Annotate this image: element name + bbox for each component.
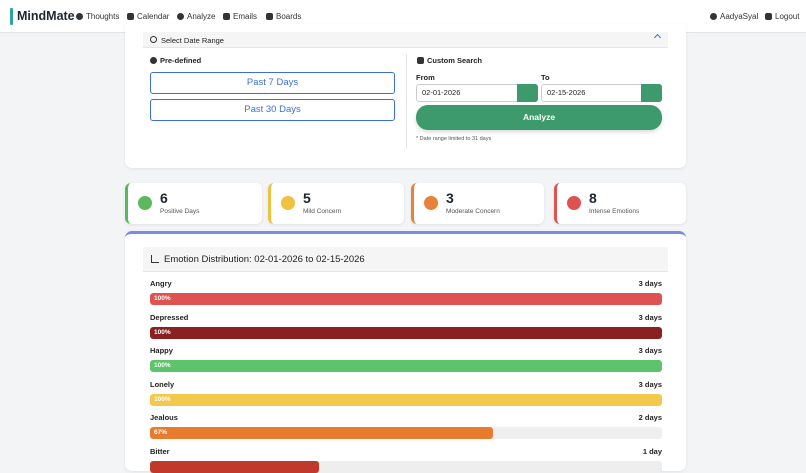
- stat-label: Mild Concern: [303, 208, 342, 215]
- emotion-days: 3 days: [638, 312, 662, 322]
- chevron: [653, 33, 662, 42]
- bar-track: 67%: [150, 427, 662, 439]
- brand[interactable]: MindMate: [17, 9, 75, 23]
- divider: [406, 54, 407, 149]
- nav-emails[interactable]: Emails: [223, 12, 257, 21]
- search-icon: [150, 36, 157, 43]
- emotion-bar: 100%: [150, 393, 662, 406]
- nav-label: Boards: [276, 12, 302, 21]
- bar-label: 100%: [154, 328, 171, 336]
- emotion-days: 3 days: [638, 346, 662, 355]
- stat-label: Moderate Concern: [446, 208, 500, 215]
- range-note: * Date range limited to 31 days: [416, 136, 492, 142]
- stat-value: 6: [160, 190, 168, 206]
- nav-thoughts[interactable]: Thoughts: [76, 12, 119, 21]
- label: Custom Search: [427, 56, 483, 65]
- emotion-name: Angry: [150, 279, 172, 288]
- nav-label: AadyaSyal: [720, 12, 759, 21]
- to-calendar[interactable]: [641, 84, 662, 102]
- nav-analyze[interactable]: Analyze: [177, 12, 215, 21]
- stat-icon: [281, 196, 295, 210]
- nav-user[interactable]: AadyaSyal: [710, 12, 758, 21]
- brand-bar: [10, 8, 13, 25]
- stat-card: 5 Mild Concern: [268, 183, 404, 224]
- to-input[interactable]: 02-15-2026: [541, 84, 662, 102]
- bar-label: 67%: [154, 429, 168, 436]
- emotion-bar: [150, 460, 319, 473]
- emotion-name: Depressed: [150, 312, 189, 322]
- custom-title: Custom Search: [417, 56, 482, 65]
- stat-icon: [567, 196, 581, 210]
- from-calendar[interactable]: [517, 84, 538, 102]
- bar-label: 100%: [154, 295, 171, 302]
- from-label: From: [416, 73, 435, 82]
- nav-calendar[interactable]: Calendar: [127, 12, 169, 21]
- stat-label: Positive Days: [160, 208, 200, 215]
- bar-label: 100%: [154, 362, 171, 369]
- stat-icon: [424, 196, 438, 210]
- stat-card: 6 Positive Days: [125, 183, 262, 224]
- emotion-bar: 100%: [150, 326, 662, 339]
- emotion-bar: 67%: [150, 427, 494, 439]
- emotion-name: Jealous: [150, 413, 178, 422]
- nav-label: Analyze: [187, 12, 216, 21]
- emotion-name: Happy: [150, 346, 173, 355]
- to-label: To: [541, 73, 550, 82]
- from-input[interactable]: 02-01-2026: [416, 84, 538, 102]
- emotion-name: Lonely: [150, 379, 175, 389]
- nav-label: Calendar: [137, 12, 170, 21]
- stat-label: Intense Emotions: [589, 208, 640, 215]
- nav-label: Emails: [233, 12, 258, 21]
- nav-label: Thoughts: [86, 12, 120, 21]
- bar-track: [150, 460, 662, 473]
- nav-boards[interactable]: Boards: [266, 12, 301, 21]
- emotion-days: 3 days: [638, 279, 662, 288]
- card-title: Select Date Range: [161, 36, 224, 45]
- label: Pre-defined: [160, 56, 202, 65]
- emotion-days: 1 day: [642, 446, 662, 456]
- card-header[interactable]: Select Date Range: [143, 32, 668, 48]
- distribution-header: Emotion Distribution: 02-01-2026 to 02-1…: [143, 247, 668, 272]
- bar-track: 100%: [150, 326, 662, 339]
- emotion-bar: 100%: [150, 293, 662, 305]
- bar-track: 100%: [150, 293, 662, 305]
- analyze-button[interactable]: Analyze: [416, 105, 662, 130]
- stat-card: 8 Intense Emotions: [554, 183, 686, 224]
- bar-label: 100%: [154, 395, 171, 403]
- distribution-title: Emotion Distribution: 02-01-2026 to 02-1…: [164, 254, 365, 265]
- past-30-button[interactable]: Past 30 Days: [150, 99, 395, 121]
- emotion-days: 3 days: [638, 379, 662, 389]
- bar-track: 100%: [150, 393, 662, 406]
- chart-icon: [151, 255, 159, 263]
- stat-icon: [138, 196, 152, 210]
- stat-value: 8: [589, 190, 597, 206]
- stat-card: 3 Moderate Concern: [411, 183, 544, 224]
- date-range-card: Select Date Range Pre-defined Past 7 Day…: [125, 24, 686, 168]
- stat-value: 3: [446, 190, 454, 206]
- past-7-button[interactable]: Past 7 Days: [150, 72, 395, 94]
- predefined-title: Pre-defined: [150, 56, 201, 65]
- emotion-days: 2 days: [638, 413, 662, 422]
- emotion-name: Bitter: [150, 446, 170, 456]
- nav-logout[interactable]: Logout: [765, 12, 799, 21]
- emotion-bar: 100%: [150, 360, 662, 372]
- bar-track: 100%: [150, 360, 662, 372]
- stat-value: 5: [303, 190, 311, 206]
- nav-label: Logout: [775, 12, 800, 21]
